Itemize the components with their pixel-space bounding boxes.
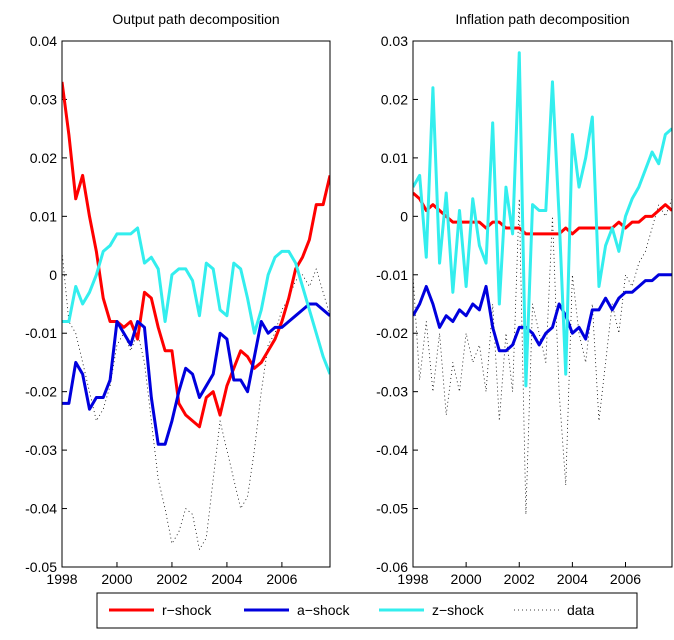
x-tick-label: 1998 (397, 571, 428, 587)
legend-label: data (567, 602, 594, 618)
series-line (413, 51, 672, 388)
x-tick-label: 2004 (557, 571, 588, 587)
y-tick-label: -0.06 (376, 559, 408, 575)
series-line (413, 273, 672, 353)
x-tick-label: 2006 (610, 571, 641, 587)
y-tick-label: 0.02 (381, 91, 408, 107)
y-tick-label: 0 (49, 267, 57, 283)
y-tick-label: 0.02 (30, 150, 57, 166)
x-tick-label: 1998 (46, 571, 77, 587)
y-tick-label: -0.05 (25, 559, 57, 575)
series-line (62, 226, 330, 375)
axes-box (412, 40, 673, 568)
y-tick-label: -0.04 (376, 442, 408, 458)
y-tick-label: 0 (400, 208, 408, 224)
series-line (62, 302, 330, 446)
y-tick-label: -0.01 (376, 267, 408, 283)
y-tick-label: 0.03 (30, 91, 57, 107)
subplot: -0.05 -0.04 -0.03 -0.02 -0.01 0 0.01 0.02 0.03 0.… (25, 11, 331, 587)
y-tick-label: -0.05 (376, 501, 408, 517)
chart-title: Output path decomposition (112, 11, 279, 27)
series-line (62, 81, 330, 429)
legend-label: a−shock (297, 602, 351, 618)
x-tick-label: 2004 (211, 571, 242, 587)
y-tick-label: -0.03 (25, 442, 57, 458)
y-tick-label: 0.04 (30, 33, 57, 49)
legend-label: r−shock (162, 602, 212, 618)
x-tick-label: 2006 (266, 571, 297, 587)
legend: r−shock a−shock z−shock data (96, 592, 638, 629)
x-tick-label: 2000 (101, 571, 132, 587)
plot-area (413, 41, 672, 567)
y-tick-label: 0.01 (381, 150, 408, 166)
axes-box (61, 40, 331, 568)
y-tick-label: 0.01 (30, 208, 57, 224)
x-tick-label: 2002 (156, 571, 187, 587)
y-tick-label: 0.03 (381, 33, 408, 49)
y-tick-label: -0.02 (376, 325, 408, 341)
chart-title: Inflation path decomposition (455, 11, 629, 27)
legend-box (96, 592, 638, 629)
x-tick-label: 2000 (451, 571, 482, 587)
y-tick-label: -0.02 (25, 384, 57, 400)
y-tick-label: -0.01 (25, 325, 57, 341)
x-tick-label: 2002 (504, 571, 535, 587)
y-tick-label: -0.03 (376, 384, 408, 400)
series-line (413, 191, 672, 236)
y-tick-label: -0.04 (25, 501, 57, 517)
legend-label: z−shock (432, 602, 485, 618)
subplot: -0.06 -0.05 -0.04 -0.03 -0.02 -0.01 0 0.01 0.02 0… (376, 11, 673, 587)
